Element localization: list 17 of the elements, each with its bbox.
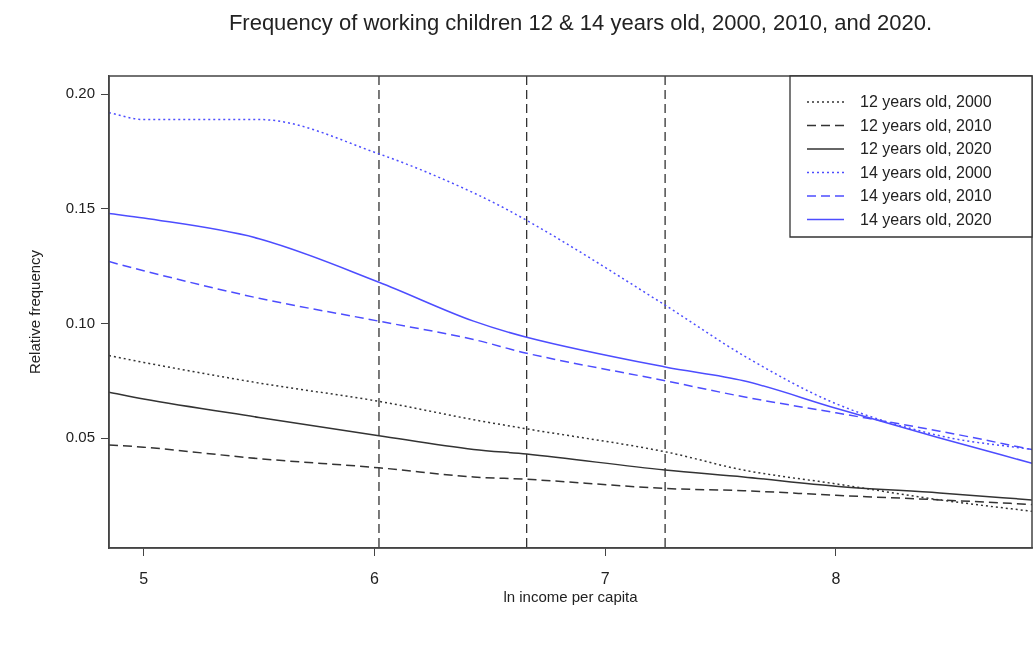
x-tick-label: 7 — [600, 570, 610, 588]
x-tick-label: 5 — [139, 570, 149, 588]
legend-label: 12 years old, 2020 — [860, 140, 992, 158]
y-tick-label: 0.05 — [65, 428, 95, 446]
chart-title: Frequency of working children 12 & 14 years old, 2000, 2010, and 2020. — [228, 10, 933, 36]
y-tick-label: 0.15 — [65, 199, 95, 217]
x-tick-label: 8 — [831, 570, 841, 588]
legend-label: 14 years old, 2010 — [860, 187, 992, 205]
y-tick-label: 0.10 — [65, 313, 95, 331]
x-axis-title: ln income per capita — [503, 588, 639, 606]
y-tick-label: 0.20 — [65, 84, 95, 102]
x-tick-label: 6 — [369, 570, 379, 588]
legend-label: 12 years old, 2010 — [860, 116, 992, 134]
y-axis-title: Relative frequency — [26, 249, 44, 375]
legend-label: 14 years old, 2020 — [860, 210, 992, 228]
legend-label: 14 years old, 2000 — [860, 163, 992, 181]
legend-label: 12 years old, 2000 — [860, 93, 992, 111]
